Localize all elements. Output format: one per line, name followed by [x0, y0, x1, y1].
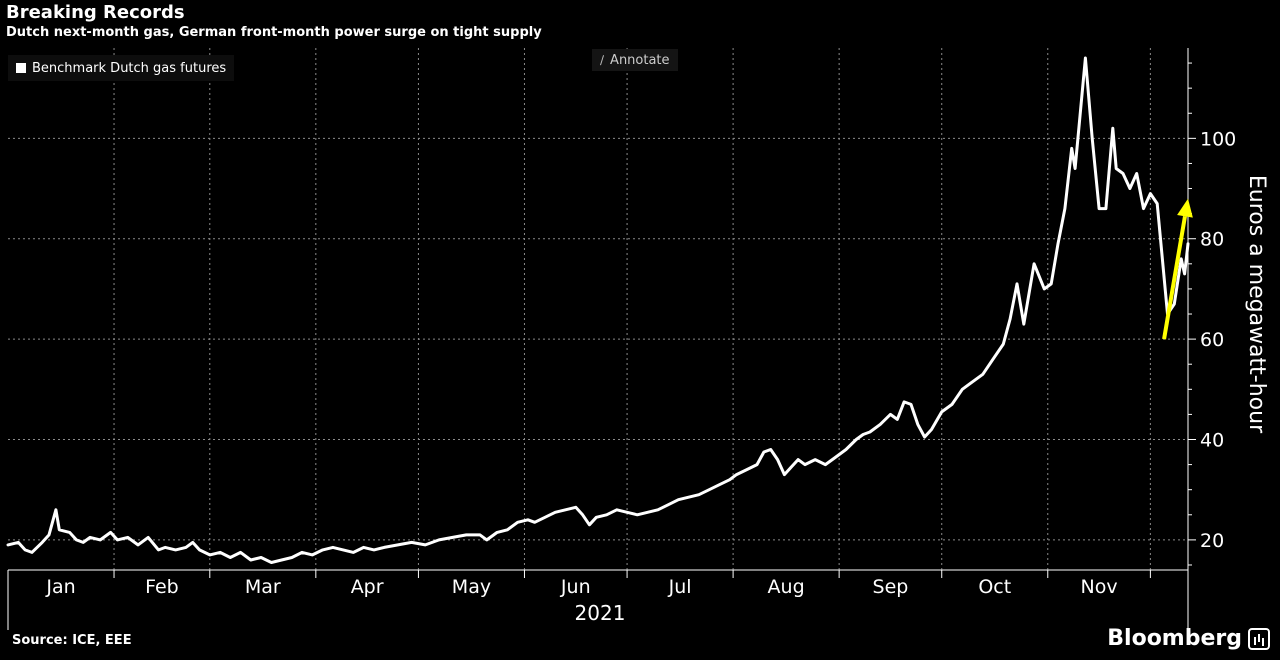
bloomberg-mark-icon [1248, 627, 1270, 650]
y-tick-label: 80 [1200, 229, 1224, 251]
y-tick-label: 60 [1200, 329, 1224, 351]
x-tick-label: Apr [351, 576, 384, 598]
annotate-button[interactable]: ∕ Annotate [592, 49, 678, 71]
y-tick-label: 40 [1200, 430, 1224, 452]
yellow-arrow-annotation [1162, 198, 1193, 340]
chart-title: Breaking Records [6, 2, 185, 23]
x-tick-label: Nov [1081, 576, 1118, 598]
x-tick-label: Jun [560, 576, 591, 598]
x-tick-label: Jul [668, 576, 692, 598]
pencil-icon: ∕ [600, 53, 605, 67]
x-tick-label: Sep [873, 576, 909, 598]
chart-subtitle: Dutch next-month gas, German front-month… [6, 25, 542, 40]
source-note: Source: ICE, EEE [12, 633, 132, 648]
x-axis-ticks: Jan Feb Mar Apr May Jun Jul Aug Sep Oct Nov [7, 570, 1189, 630]
y-axis-label: Euros a megawatt-hour [1244, 175, 1269, 434]
legend-swatch [16, 63, 26, 73]
annotate-label: Annotate [610, 52, 670, 68]
y-tick-label: 20 [1200, 530, 1224, 552]
x-tick-label: Oct [978, 576, 1011, 598]
bloomberg-logo: Bloomberg [1107, 626, 1270, 651]
brand-name: Bloomberg [1107, 626, 1242, 651]
x-tick-label: Jan [45, 576, 75, 598]
legend-label: Benchmark Dutch gas futures [32, 60, 227, 76]
x-axis-year-label: 2021 [575, 601, 626, 625]
y-tick-label: 100 [1200, 128, 1236, 150]
x-tick-label: Mar [245, 576, 281, 598]
arrow-shaft [1162, 215, 1187, 340]
legend[interactable]: Benchmark Dutch gas futures [8, 55, 235, 81]
x-tick-label: Feb [145, 576, 179, 598]
y-axis-ticks: 20 40 60 80 100 [1188, 62, 1236, 566]
series-line [6, 56, 1190, 564]
x-tick-label: May [452, 576, 491, 598]
chart-grid [8, 48, 1188, 570]
chart-axes [8, 48, 1189, 571]
x-tick-label: Aug [768, 576, 805, 598]
arrow-head [1177, 198, 1193, 218]
